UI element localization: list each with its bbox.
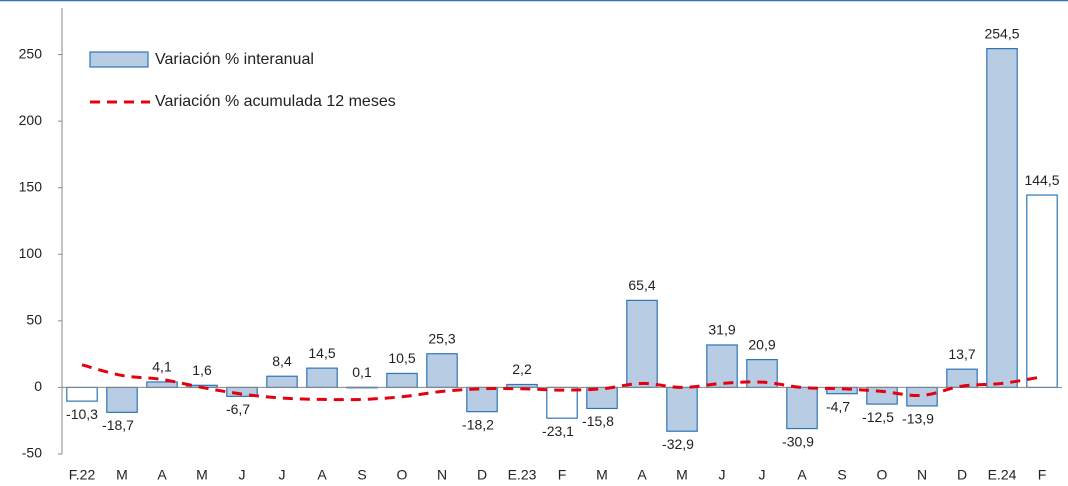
bar: [546, 386, 578, 419]
x-tick-label: F: [1038, 467, 1047, 483]
x-tick-label: E.23: [508, 467, 537, 483]
value-label: 4,1: [152, 359, 172, 375]
value-label: 144,5: [1024, 172, 1059, 188]
value-label: 254,5: [984, 25, 1019, 41]
x-tick-label: A: [317, 467, 327, 483]
x-tick-label: S: [357, 467, 366, 483]
x-tick-label: J: [239, 467, 246, 483]
value-label: -32,9: [662, 436, 694, 452]
x-tick-label: A: [157, 467, 167, 483]
value-label: 13,7: [948, 346, 975, 362]
y-tick-label: 250: [19, 45, 43, 61]
bar: [426, 353, 458, 389]
x-tick-label: A: [637, 467, 647, 483]
value-label: -23,1: [542, 423, 574, 439]
value-label: -12,5: [862, 409, 894, 425]
bar: [106, 386, 138, 413]
x-tick-label: J: [279, 467, 286, 483]
x-tick-label: F.22: [69, 467, 96, 483]
value-label: -18,7: [102, 417, 134, 433]
value-label: -6,7: [226, 401, 250, 417]
value-label: -4,7: [826, 398, 850, 414]
bar: [626, 299, 658, 389]
legend-label: Variación % acumulada 12 meses: [155, 93, 396, 110]
y-tick-label: 150: [19, 178, 43, 194]
value-label: 20,9: [748, 336, 775, 352]
x-tick-label: M: [196, 467, 208, 483]
bar: [786, 386, 818, 430]
bar: [466, 386, 498, 413]
x-tick-label: J: [759, 467, 766, 483]
value-label: -18,2: [462, 416, 494, 432]
value-label: -15,8: [582, 413, 614, 429]
bar: [666, 386, 698, 432]
y-tick-label: 0: [34, 378, 42, 394]
y-tick-label: -50: [22, 445, 42, 461]
x-tick-label: M: [116, 467, 128, 483]
x-tick-label: D: [957, 467, 967, 483]
x-tick-label: N: [437, 467, 447, 483]
bar: [66, 386, 98, 402]
x-tick-label: M: [676, 467, 688, 483]
x-tick-label: O: [877, 467, 888, 483]
x-tick-label: M: [596, 467, 608, 483]
x-tick-label: O: [397, 467, 408, 483]
value-label: -13,9: [902, 411, 934, 427]
bar: [306, 367, 338, 389]
bar: [706, 344, 738, 389]
legend-swatch: [89, 51, 149, 68]
value-label: 0,1: [352, 364, 372, 380]
y-tick-label: 100: [19, 245, 43, 261]
value-label: 65,4: [628, 277, 655, 293]
x-tick-label: F: [558, 467, 567, 483]
value-label: -10,3: [66, 406, 98, 422]
y-tick-label: 200: [19, 112, 43, 128]
bar: [1026, 194, 1058, 389]
value-label: 31,9: [708, 322, 735, 338]
value-label: 8,4: [272, 353, 292, 369]
value-label: -30,9: [782, 433, 814, 449]
value-label: 10,5: [388, 350, 415, 366]
bar: [386, 372, 418, 389]
value-label: 2,2: [512, 361, 532, 377]
value-label: 25,3: [428, 330, 455, 346]
bar: [986, 48, 1018, 389]
value-label: 14,5: [308, 345, 335, 361]
bar: [266, 375, 298, 389]
y-tick-label: 50: [26, 312, 42, 328]
x-tick-label: A: [797, 467, 807, 483]
value-label: 1,6: [192, 362, 212, 378]
x-tick-label: D: [477, 467, 487, 483]
x-tick-label: N: [917, 467, 927, 483]
x-tick-label: S: [837, 467, 846, 483]
line: [81, 363, 1043, 402]
legend-label: Variación % interanual: [155, 51, 314, 68]
x-tick-label: E.24: [988, 467, 1017, 483]
x-tick-label: J: [719, 467, 726, 483]
